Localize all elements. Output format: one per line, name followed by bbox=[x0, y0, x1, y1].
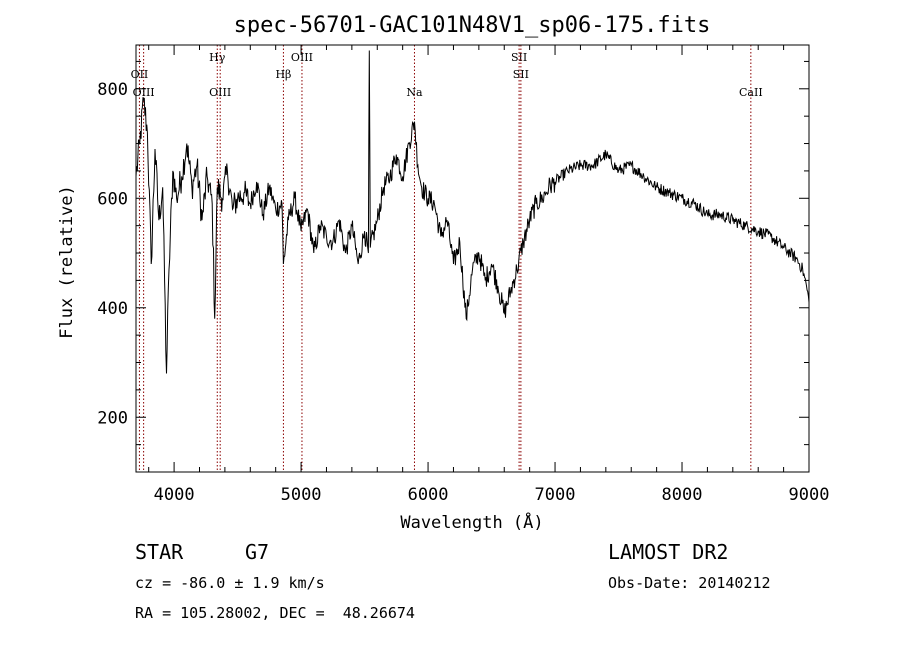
y-tick-label: 600 bbox=[97, 189, 128, 209]
x-axis-label: Wavelength (Å) bbox=[400, 511, 543, 533]
line-marker-label: Na bbox=[406, 86, 423, 99]
observation-date: Obs-Date: 20140212 bbox=[608, 574, 771, 592]
line-marker-label: OII bbox=[131, 68, 149, 81]
flux-series bbox=[135, 50, 810, 374]
flux-line bbox=[135, 50, 810, 374]
y-tick-label: 200 bbox=[97, 408, 128, 428]
x-tick-label: 4000 bbox=[154, 485, 195, 505]
plot-frame bbox=[135, 44, 810, 473]
coordinates-readout: RA = 105.28002, DEC = 48.26674 bbox=[135, 604, 415, 622]
line-marker-label: CaII bbox=[739, 86, 763, 99]
line-marker-label: OIII bbox=[291, 51, 313, 64]
line-marker-label: SII bbox=[513, 68, 529, 81]
line-marker-label: OIII bbox=[209, 86, 231, 99]
x-tick-label: 6000 bbox=[408, 485, 449, 505]
x-axis-ticks: 4000 5000 6000 7000 8000 9000 bbox=[148, 45, 830, 505]
survey-name: LAMOST DR2 bbox=[608, 540, 729, 564]
y-axis-ticks: 200 400 600 800 bbox=[97, 60, 809, 446]
y-tick-label: 400 bbox=[97, 299, 128, 319]
x-tick-label: 8000 bbox=[662, 485, 703, 505]
object-class: STAR bbox=[135, 540, 184, 564]
x-tick-label: 5000 bbox=[281, 485, 322, 505]
line-marker-label: Hβ bbox=[275, 68, 291, 81]
y-tick-label: 800 bbox=[97, 80, 128, 100]
x-tick-label: 9000 bbox=[789, 485, 830, 505]
object-subclass: G7 bbox=[245, 540, 270, 564]
chart-title: spec-56701-GAC101N48V1_sp06-175.fits bbox=[234, 13, 711, 38]
y-axis-label: Flux (relative) bbox=[57, 185, 77, 339]
x-tick-label: 7000 bbox=[535, 485, 576, 505]
line-marker-label: Hγ bbox=[209, 51, 226, 64]
line-marker-label: SII bbox=[511, 51, 527, 64]
velocity-readout: cz = -86.0 ± 1.9 km/s bbox=[135, 574, 325, 592]
